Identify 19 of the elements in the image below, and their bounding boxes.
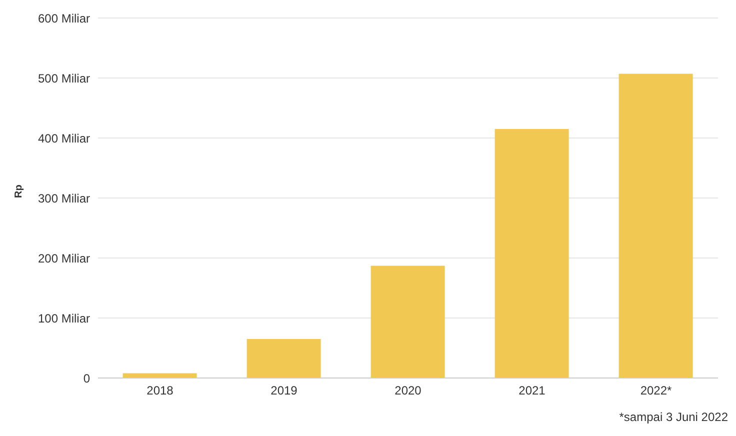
x-tick-label: 2018 [146,384,174,398]
y-tick-label: 500 Miliar [38,71,90,86]
bar [618,74,693,378]
x-tick-label: 2021 [518,384,546,398]
x-tick-label: 2022* [640,384,672,398]
y-tick-label: 200 Miliar [38,251,90,266]
y-tick-label: 100 Miliar [38,311,90,326]
bar [370,266,445,378]
bar [494,129,569,378]
bar [246,339,321,378]
y-tick-label: 600 Miliar [38,11,90,26]
x-tick-label: 2019 [270,384,298,398]
y-axis-title: Rp [14,184,25,198]
text: *sampai 3 Juni 2022 [619,410,728,424]
bar [122,373,197,378]
y-tick-label: 300 Miliar [38,191,90,206]
x-tick-label: 2020 [394,384,422,398]
y-tick-label: 400 Miliar [38,131,90,146]
y-tick-label: 0 [83,371,90,386]
